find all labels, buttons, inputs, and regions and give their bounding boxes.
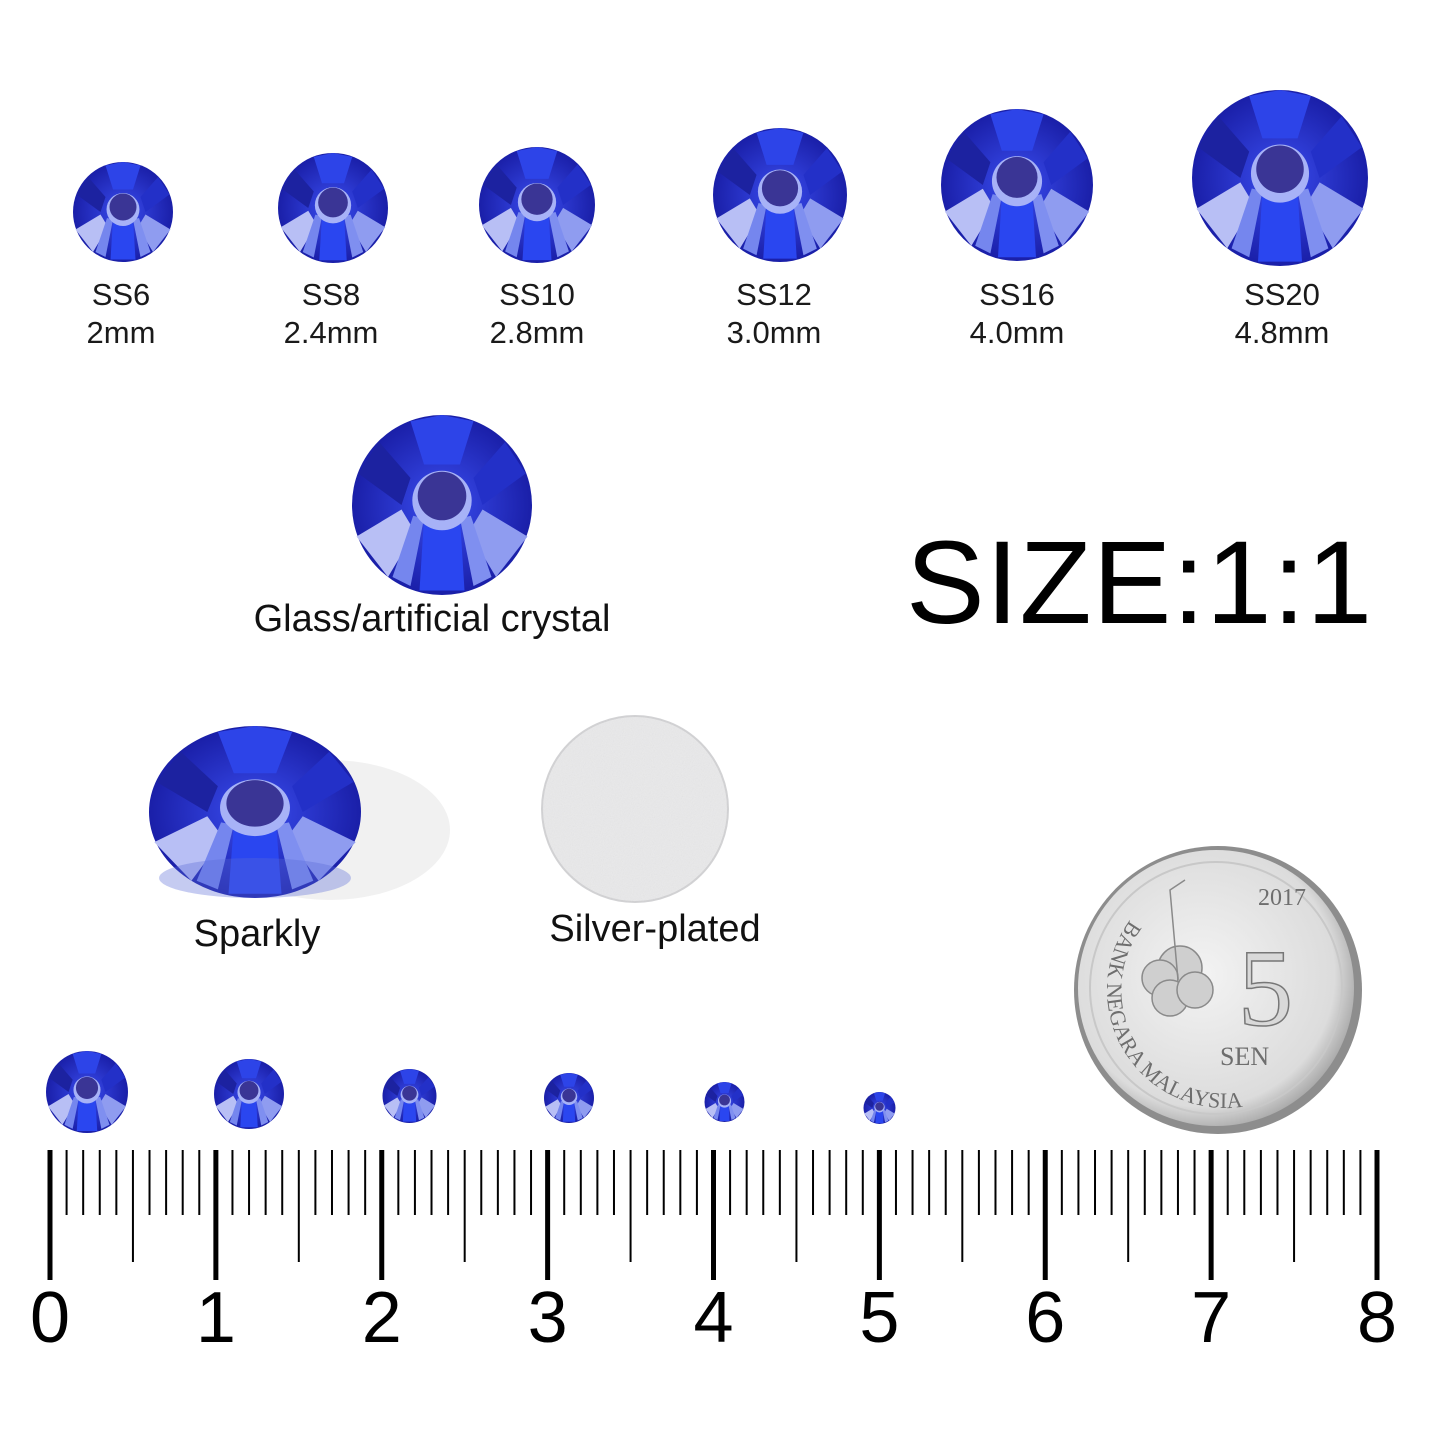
gem-ss16-icon xyxy=(941,109,1093,261)
gem-ss20-icon xyxy=(1192,90,1368,266)
size-mm: 2mm xyxy=(86,315,156,350)
ruler-label: 8 xyxy=(1357,1278,1397,1358)
size-mm: 2.4mm xyxy=(283,315,379,350)
size-code: SS16 xyxy=(979,277,1055,312)
size-label-ss8: SS8 2.4mm xyxy=(231,276,431,352)
small-gem-5-icon xyxy=(704,1082,745,1122)
size-mm: 2.8mm xyxy=(489,315,585,350)
material-caption: Glass/artificial crystal xyxy=(253,598,611,640)
silver-caption: Silver-plated xyxy=(549,908,761,950)
large-gem-icon xyxy=(350,415,534,595)
ruler-label: 5 xyxy=(859,1278,899,1358)
scale-title: SIZE:1:1 xyxy=(906,517,1374,649)
small-gem-1-icon xyxy=(46,1051,128,1133)
small-gem-3-icon xyxy=(382,1069,437,1123)
size-code: SS10 xyxy=(499,277,575,312)
size-code: SS12 xyxy=(736,277,812,312)
ruler-label: 7 xyxy=(1191,1278,1231,1358)
size-code: SS20 xyxy=(1244,277,1320,312)
gem-ss10-icon xyxy=(479,147,595,263)
size-label-ss10: SS10 2.8mm xyxy=(437,276,637,352)
gem-ss8-icon xyxy=(278,153,388,263)
size-code: SS6 xyxy=(91,277,151,312)
size-mm: 4.8mm xyxy=(1234,315,1330,350)
gem-ss6-icon xyxy=(73,162,173,262)
silver-back-icon xyxy=(541,715,729,903)
ruler-label: 6 xyxy=(1025,1278,1065,1358)
coin-year: 2017 xyxy=(1258,885,1306,911)
ruler-label: 0 xyxy=(30,1278,70,1358)
small-gem-4-icon xyxy=(543,1073,595,1123)
size-mm: 4.0mm xyxy=(969,315,1065,350)
size-code: SS8 xyxy=(301,277,361,312)
ruler: 0 1 2 3 4 5 6 7 8 xyxy=(30,1150,1397,1358)
gem-ss12-icon xyxy=(713,128,847,262)
small-gem-6-icon xyxy=(863,1092,896,1124)
hibiscus-icon xyxy=(1141,879,1214,1017)
sparkly-gem-icon xyxy=(149,726,450,900)
size-label-ss12: SS12 3.0mm xyxy=(674,276,874,352)
sparkly-caption: Sparkly xyxy=(193,913,321,955)
small-gem-2-icon xyxy=(213,1059,285,1129)
coin-5-sen: BANK NEGARA MALAYSIA 2017 5 SEN xyxy=(1074,846,1362,1134)
sparkly-gem xyxy=(140,720,450,910)
coin-unit: SEN xyxy=(1220,1042,1269,1071)
size-label-ss16: SS16 4.0mm xyxy=(917,276,1117,352)
size-mm: 3.0mm xyxy=(726,315,822,350)
size-label-ss6: SS6 2mm xyxy=(21,276,221,352)
ruler-label: 2 xyxy=(362,1278,402,1358)
ruler-label: 1 xyxy=(196,1278,236,1358)
ruler-label: 4 xyxy=(693,1278,733,1358)
size-label-ss20: SS20 4.8mm xyxy=(1182,276,1382,352)
ruler-label: 3 xyxy=(528,1278,568,1358)
coin-value: 5 xyxy=(1238,927,1293,1049)
